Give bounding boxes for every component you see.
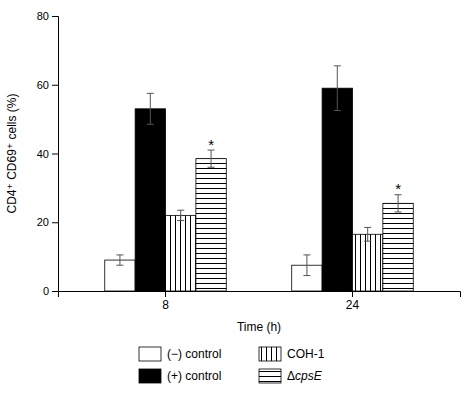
legend-item: (−) control	[139, 347, 221, 361]
tick-mark	[52, 16, 58, 17]
tick: 60	[37, 79, 58, 91]
error-bar	[116, 255, 123, 265]
error-bar	[177, 210, 184, 220]
legend: (−) control (+) control COH-1 ΔcpsE	[139, 347, 325, 383]
axis-line	[59, 292, 461, 298]
bar	[322, 88, 352, 291]
legend-label: ΔcpsE	[287, 369, 323, 383]
y-axis-title: CD4⁺ CD69⁺ cells (%)	[5, 93, 19, 213]
tick-label: 40	[37, 148, 49, 160]
tick-label: 80	[37, 10, 49, 22]
chart-container: 0 20 40 60 80 8 24 * * CD4⁺ CD69⁺ cells (%) Time (…	[0, 0, 474, 409]
error-bar	[303, 255, 310, 276]
tick-label: 20	[37, 216, 49, 228]
bar	[352, 234, 382, 291]
legend-label: (+) control	[167, 369, 221, 383]
tick-label: 0	[43, 285, 49, 297]
legend-label: COH-1	[287, 347, 325, 361]
error-bar	[364, 227, 371, 241]
legend-swatch	[259, 369, 281, 383]
legend-item: (+) control	[139, 369, 221, 383]
x-axis: 8 24	[59, 291, 461, 312]
annotation: *	[208, 136, 214, 153]
bar	[196, 159, 226, 291]
error-bar	[334, 66, 341, 111]
legend-swatch	[139, 347, 161, 361]
tick-label: 24	[346, 298, 360, 312]
tick-mark	[52, 85, 58, 86]
error-bar	[208, 150, 215, 167]
chart: 0 20 40 60 80 8 24 * * CD4⁺ CD69⁺ cells (%) Time (…	[0, 0, 474, 409]
legend-swatch	[259, 347, 281, 361]
legend-item: COH-1	[259, 347, 325, 361]
tick: 0	[43, 285, 58, 297]
tick-mark	[52, 154, 58, 155]
axis-line	[52, 17, 59, 292]
tick-label: 60	[37, 79, 49, 91]
error-bar	[147, 93, 154, 124]
tick-mark	[52, 291, 58, 292]
plot: 0 20 40 60 80 8 24 * * CD4⁺ CD69⁺ cells (%) Time (…	[5, 10, 461, 334]
bar	[383, 203, 413, 291]
tick: 20	[37, 216, 58, 228]
legend-item: ΔcpsE	[259, 369, 323, 383]
tick-mark	[352, 291, 353, 297]
tick-mark	[165, 291, 166, 297]
x-axis-title: Time (h)	[237, 320, 281, 334]
legend-swatch	[139, 369, 161, 383]
tick: 40	[37, 148, 58, 160]
series	[135, 66, 352, 291]
tick-label: 8	[162, 298, 169, 312]
error-bar	[395, 195, 402, 212]
bar	[166, 215, 196, 291]
tick: 24	[346, 291, 360, 312]
tick: 8	[162, 291, 169, 312]
bar	[135, 109, 165, 291]
tick-mark	[52, 222, 58, 223]
y-axis: 0 20 40 60 80	[37, 10, 59, 297]
tick: 80	[37, 10, 58, 22]
legend-label: (−) control	[167, 347, 221, 361]
series	[196, 150, 413, 291]
annotation: *	[395, 180, 401, 197]
marks	[105, 66, 414, 291]
